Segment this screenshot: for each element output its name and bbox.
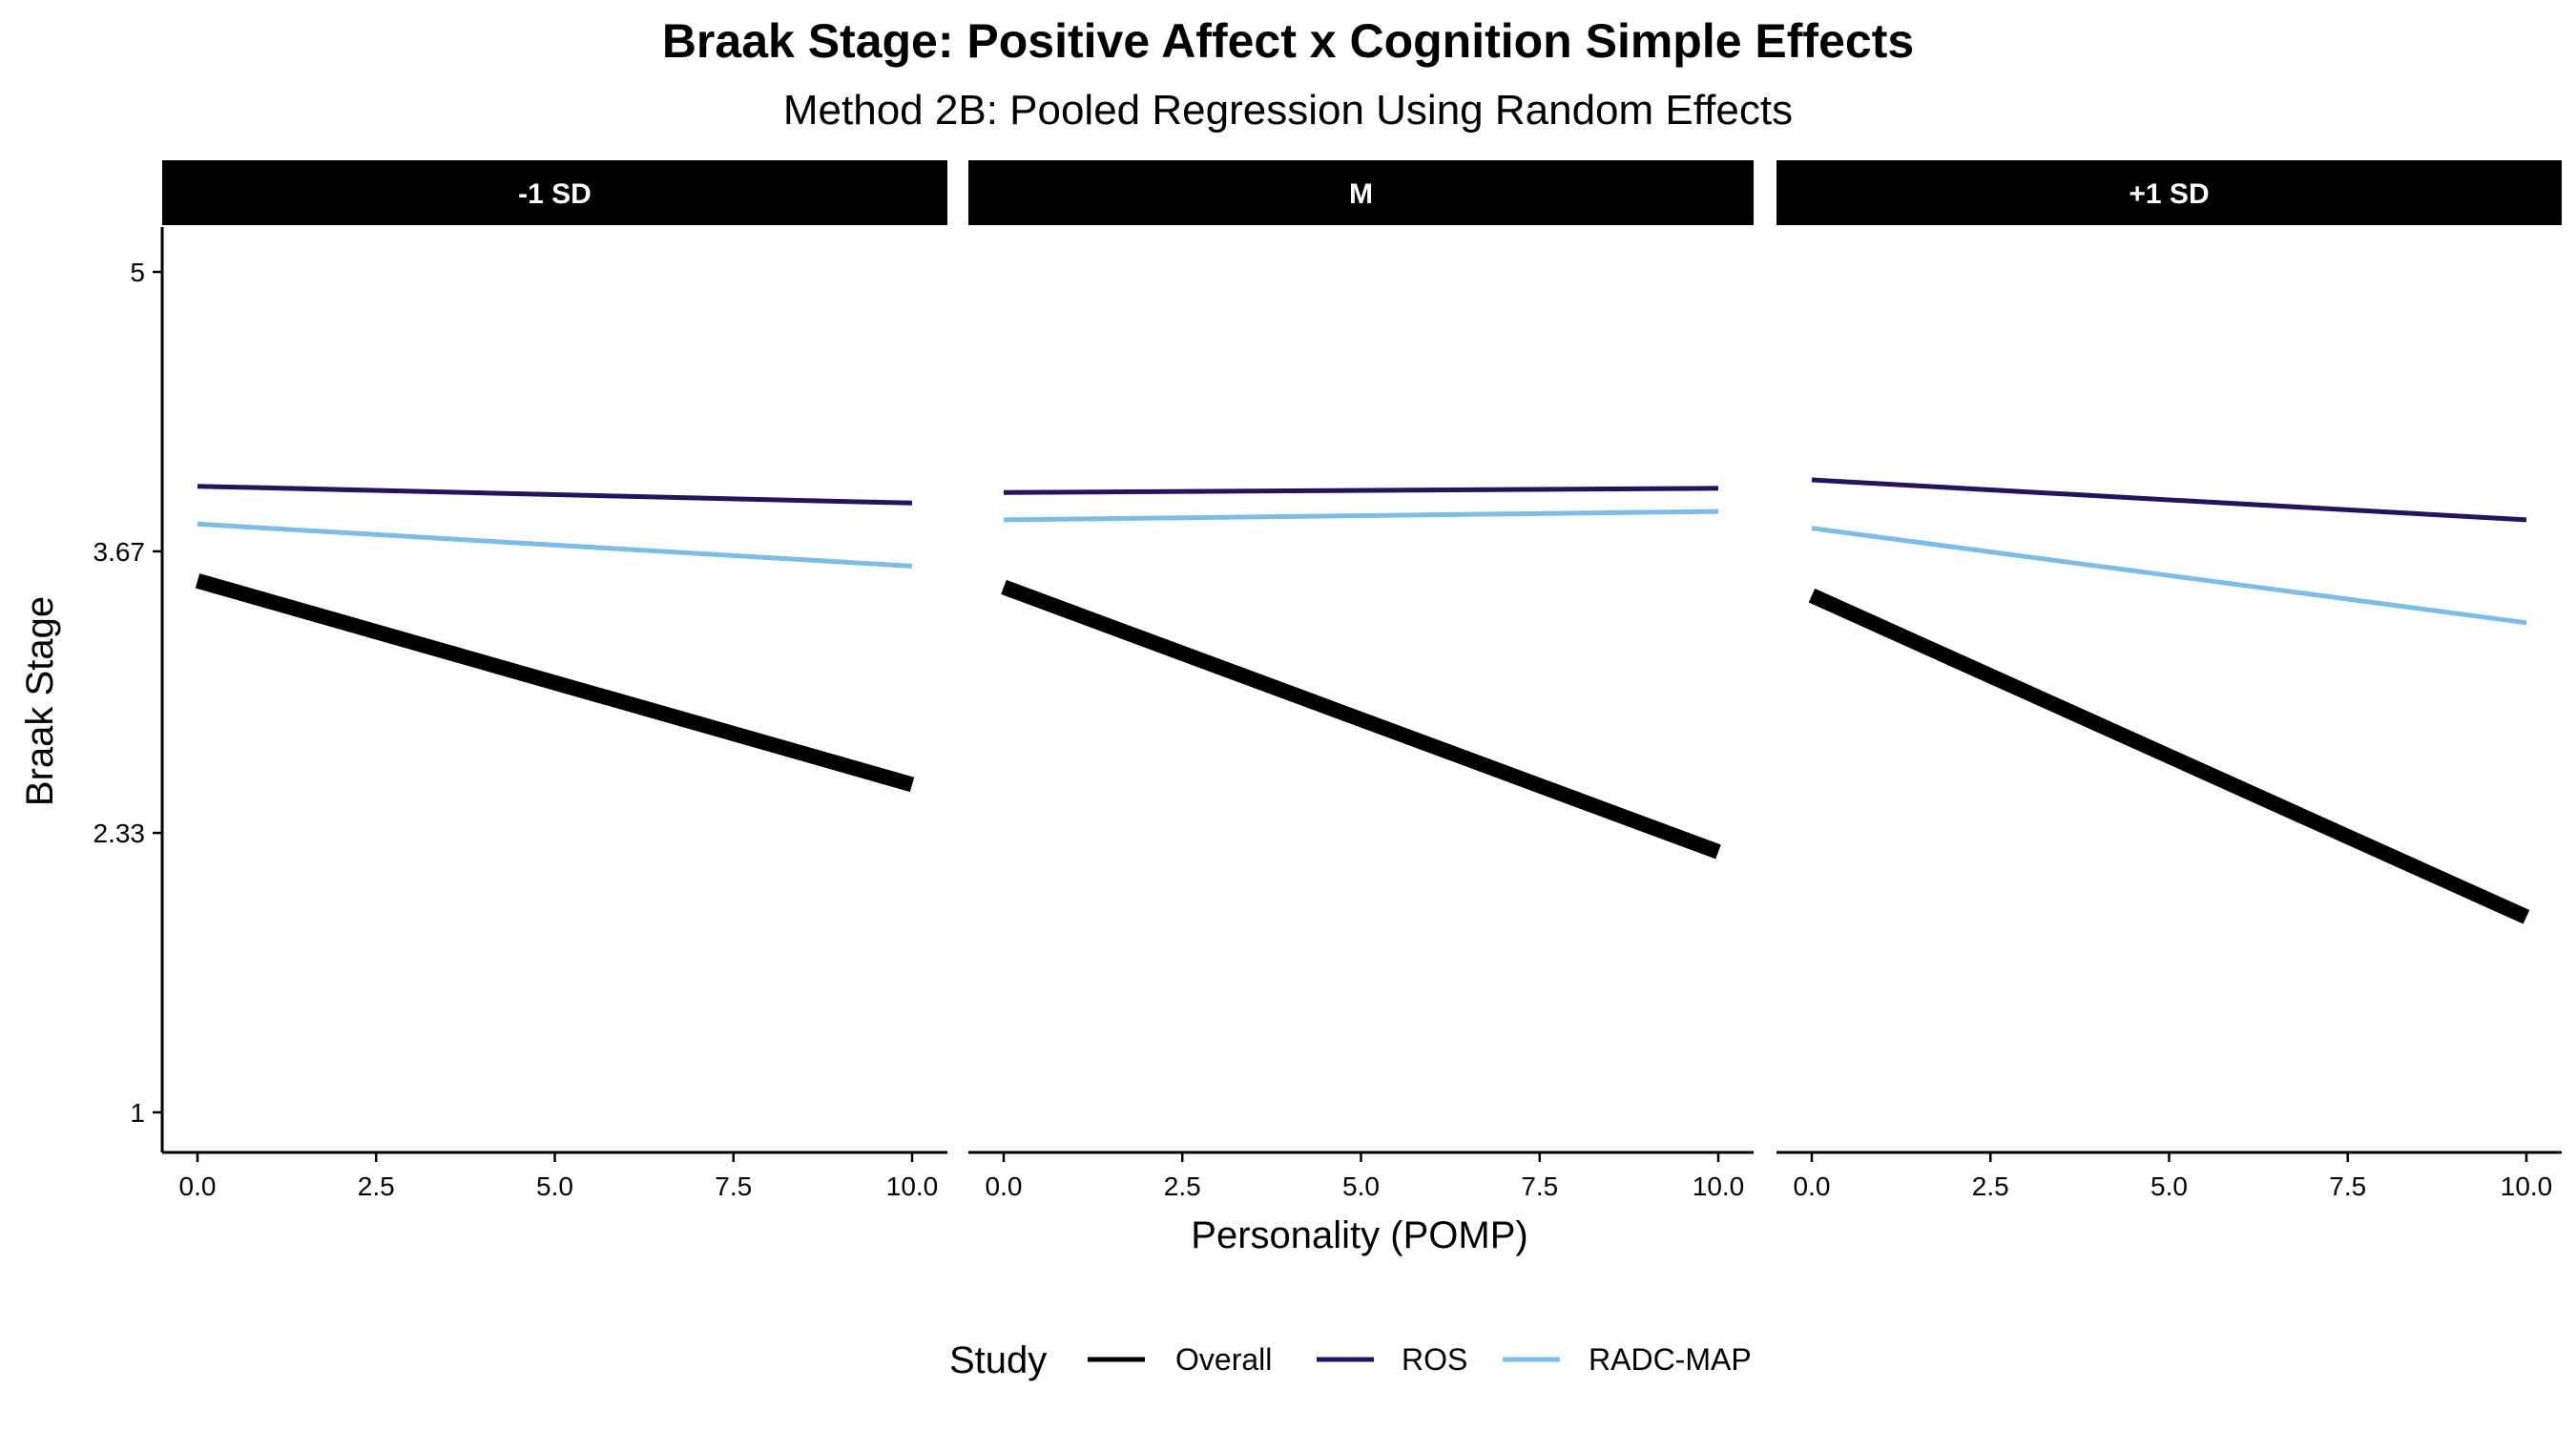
facet-panels: -1 SD0.0 2.5 5.0 7.5 10.0M0.0 2.5 5.0 7.5 10.0+1… bbox=[162, 160, 2562, 1201]
facet-strip bbox=[162, 160, 947, 225]
series-line-ros bbox=[1003, 486, 1719, 495]
legend: Study Overall ROS RADC-MAP bbox=[949, 1339, 1752, 1381]
series-line-ros bbox=[197, 484, 913, 506]
series-line-radc-map bbox=[197, 521, 913, 569]
facet-strip-label: -1 SD bbox=[518, 178, 592, 210]
y-axis-title: Braak Stage bbox=[19, 596, 61, 806]
facet-strip-label: M bbox=[1349, 178, 1373, 210]
x-tick-label: 0.0 bbox=[179, 1172, 217, 1201]
chart-subtitle: Method 2B: Pooled Regression Using Rando… bbox=[783, 87, 1793, 134]
facet-strip-label: +1 SD bbox=[2129, 178, 2209, 210]
facet-panel: M 0.0 2.5 5.0 7.5 10.0 bbox=[968, 160, 1754, 1201]
series-line-overall bbox=[195, 573, 915, 793]
x-tick-label: 7.5 bbox=[1521, 1172, 1558, 1201]
y-tick-label: 3.67 bbox=[93, 537, 146, 567]
x-tick-label: 5.0 bbox=[536, 1172, 573, 1201]
x-tick-label: 2.5 bbox=[1972, 1172, 2009, 1201]
x-tick-label: 5.0 bbox=[1342, 1172, 1380, 1201]
x-tick-label: 7.5 bbox=[715, 1172, 752, 1201]
series-line-ros bbox=[1811, 477, 2527, 523]
x-tick-label: 10.0 bbox=[2501, 1172, 2553, 1201]
legend-label: RADC-MAP bbox=[1589, 1342, 1752, 1377]
x-tick-label: 2.5 bbox=[358, 1172, 395, 1201]
legend-label: ROS bbox=[1402, 1342, 1467, 1377]
facet-panel: -1 SD 0.0 2.5 5.0 7.5 10.0 bbox=[162, 160, 947, 1201]
x-tick-label: 2.5 bbox=[1164, 1172, 1201, 1201]
y-tick-label: 5 bbox=[130, 258, 145, 287]
facet-strip bbox=[1776, 160, 2562, 225]
series-line-overall bbox=[1001, 579, 1721, 860]
x-tick-label: 10.0 bbox=[886, 1172, 939, 1201]
series-line-overall bbox=[1808, 588, 2530, 924]
x-tick-label: 10.0 bbox=[1693, 1172, 1745, 1201]
x-tick-label: 0.0 bbox=[1794, 1172, 1831, 1201]
x-tick-label: 5.0 bbox=[2150, 1172, 2188, 1201]
legend-label: Overall bbox=[1175, 1342, 1272, 1377]
series-line-radc-map bbox=[1811, 526, 2527, 626]
chart-title: Braak Stage: Positive Affect x Cognition… bbox=[662, 14, 1914, 68]
facet-strip bbox=[968, 160, 1754, 225]
x-tick-label: 0.0 bbox=[986, 1172, 1023, 1201]
y-tick-label: 2.33 bbox=[93, 819, 146, 848]
y-tick-label: 1 bbox=[130, 1098, 145, 1128]
y-axis: 1 2.33 3.67 5 bbox=[93, 227, 164, 1152]
legend-title: Study bbox=[949, 1339, 1047, 1381]
x-axis-title: Personality (POMP) bbox=[1191, 1214, 1527, 1256]
series-line-radc-map bbox=[1003, 508, 1719, 523]
facet-panel: +1 SD 0.0 2.5 5.0 7.5 10.0 bbox=[1776, 160, 2562, 1201]
x-tick-label: 7.5 bbox=[2329, 1172, 2366, 1201]
